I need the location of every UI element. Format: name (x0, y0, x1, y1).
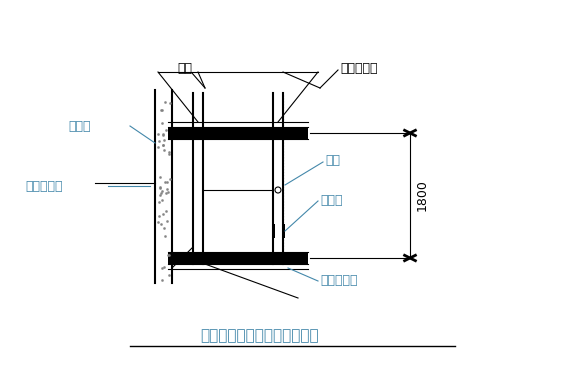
Text: 九层板隔离: 九层板隔离 (25, 180, 62, 192)
Text: 钢笆脚手板: 钢笆脚手板 (320, 275, 357, 287)
Bar (282, 224, 285, 238)
Bar (168, 252, 308, 264)
Text: 挡脚板: 挡脚板 (320, 194, 342, 206)
Bar (168, 127, 308, 139)
Text: 外架: 外架 (177, 61, 192, 74)
Text: 密目安全网: 密目安全网 (340, 61, 378, 74)
Text: 建筑物: 建筑物 (68, 120, 90, 132)
Text: 1800: 1800 (416, 180, 429, 212)
Text: 外架隔离、挡脚板做法示意图: 外架隔离、挡脚板做法示意图 (200, 329, 319, 343)
Bar (272, 224, 275, 238)
Text: 栏杆: 栏杆 (325, 153, 340, 166)
